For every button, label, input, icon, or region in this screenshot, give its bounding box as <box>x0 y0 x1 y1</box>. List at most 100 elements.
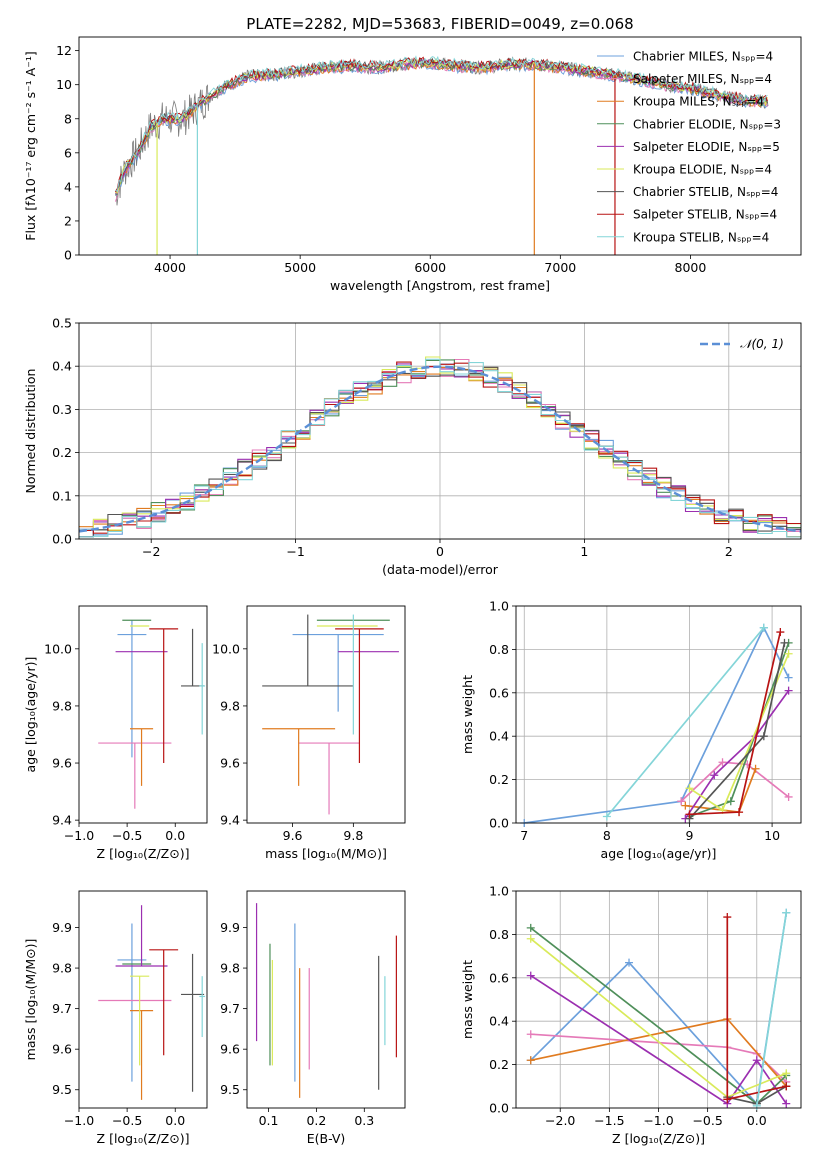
age-vs-Z-xlabel: Z [log₁₀(Z/Z⊙)] <box>97 846 190 861</box>
spectrum-xtick-label-1: 5000 <box>284 260 316 275</box>
massweight-vs-age-marker-2-2 <box>751 764 760 773</box>
spectrum-xtick-label-0: 4000 <box>154 260 186 275</box>
residuals-frame <box>78 322 802 540</box>
residuals-xlabel: (data-model)/error <box>382 562 499 577</box>
massweight-vs-age-series-4 <box>684 690 790 820</box>
age-vs-Z-ytick-label-0: 9.4 <box>52 813 72 828</box>
massweight-vs-Z-xtick-label-1: −1.5 <box>594 1113 624 1128</box>
spectrum-ytick-label-5: 10 <box>56 77 72 92</box>
spectrum-xtick-label-3: 7000 <box>544 260 576 275</box>
spectrum-legend-label-0: Chabrier MILES, Nₛₚₚ=4 <box>633 50 773 64</box>
residuals-xtick-label-1: −1 <box>286 544 304 559</box>
mass-vs-EBV-ytick-label-2: 9.7 <box>220 1001 240 1016</box>
massweight-vs-Z-marker-8-0 <box>752 1101 761 1110</box>
mass-vs-Z-ytick-label-4: 9.9 <box>52 920 72 935</box>
massweight-vs-age-series-5 <box>689 653 790 812</box>
massweight-vs-Z-marker-4-3 <box>782 1099 791 1108</box>
massweight-vs-Z-ytick-label-3: 0.6 <box>489 970 509 985</box>
residuals-xtick-label-3: 1 <box>580 544 588 559</box>
residuals-ytick-label-3: 0.3 <box>52 402 72 417</box>
massweight-vs-age-series-8 <box>606 627 765 818</box>
massweight-vs-age-marker-7-0 <box>685 810 694 819</box>
spectrum-ylabel: Flux [fλ10⁻¹⁷ erg cm⁻² s⁻¹ A⁻¹] <box>23 51 38 240</box>
massweight-vs-age-marker-5-0 <box>685 784 694 793</box>
spectrum-xtick-label-4: 8000 <box>675 260 707 275</box>
massweight-vs-age-marker-0-3 <box>784 673 793 682</box>
residuals-ytick-label-1: 0.1 <box>52 488 72 503</box>
residuals-ytick-label-4: 0.4 <box>52 359 72 374</box>
spectrum-xlabel: wavelength [Angstrom, rest frame] <box>330 278 550 293</box>
age-vs-mass-ytick-label-3: 10.0 <box>212 641 240 656</box>
mass-vs-EBV-ytick-label-3: 9.8 <box>220 961 240 976</box>
massweight-vs-age-ytick-label-3: 0.6 <box>489 685 509 700</box>
mass-vs-EBV-xtick-label-1: 0.2 <box>306 1113 326 1128</box>
spectrum-legend-label-2: Kroupa MILES, Nₛₚₚ=4 <box>633 95 764 109</box>
age-vs-Z-ytick-label-2: 9.8 <box>52 698 72 713</box>
age-vs-Z-xtick-label-1: −0.5 <box>112 828 142 843</box>
age-vs-Z-xtick-label-0: −1.0 <box>64 828 94 843</box>
massweight-vs-Z-marker-5-0 <box>526 934 535 943</box>
spectrum-title: PLATE=2282, MJD=53683, FIBERID=0049, z=0… <box>246 15 633 33</box>
residual-legend-label: 𝒩(0, 1) <box>740 337 784 351</box>
residual-histogram-6 <box>79 366 801 538</box>
massweight-vs-age-marker-6-1 <box>759 732 768 741</box>
spectrum-legend-label-3: Chabrier ELODIE, Nₛₚₚ=3 <box>633 117 781 131</box>
mass-vs-Z-ylabel: mass [log₁₀(M/M⊙)] <box>23 939 38 1061</box>
massweight-vs-age-marker-4-3 <box>784 686 793 695</box>
age-vs-Z-frame <box>78 605 208 824</box>
massweight-vs-age-marker-1-0 <box>677 797 686 806</box>
gaussian-curve <box>79 365 801 533</box>
massweight-vs-Z-marker-2-0 <box>526 1056 535 1065</box>
spectrum-ytick-label-2: 4 <box>64 179 72 194</box>
massweight-vs-age-ytick-label-2: 0.4 <box>489 729 509 744</box>
massweight-vs-age-marker-7-2 <box>776 628 785 637</box>
massweight-vs-age-marker-1-3 <box>784 792 793 801</box>
spectrum-frame <box>78 36 802 256</box>
massweight-vs-age-marker-3-1 <box>726 797 735 806</box>
massweight-vs-age-xtick-label-2: 9 <box>686 828 694 843</box>
mass-vs-Z-ytick-label-2: 9.7 <box>52 1001 72 1016</box>
mass-vs-Z-xtick-label-2: 0.0 <box>165 1113 185 1128</box>
massweight-vs-age-ytick-label-5: 1.0 <box>489 599 509 614</box>
residuals-xtick-label-4: 2 <box>725 544 733 559</box>
massweight-vs-age-marker-8-1 <box>759 623 768 632</box>
massweight-vs-Z-xlabel: Z [log₁₀(Z/Z⊙)] <box>612 1131 705 1146</box>
massweight-vs-age-ytick-label-1: 0.2 <box>489 772 509 787</box>
massweight-vs-Z-marker-3-0 <box>526 923 535 932</box>
massweight-vs-Z-series-8 <box>755 912 788 1106</box>
residuals-ytick-label-0: 0.0 <box>52 532 72 547</box>
massweight-vs-Z-xtick-label-0: −2.0 <box>545 1113 575 1128</box>
spectrum-legend-label-4: Salpeter ELODIE, Nₛₚₚ=5 <box>633 140 780 154</box>
spectrum-legend-label-8: Kroupa STELIB, Nₛₚₚ=4 <box>633 230 769 244</box>
age-vs-Z-ytick-label-3: 10.0 <box>44 641 72 656</box>
age-vs-mass-ytick-label-2: 9.8 <box>220 698 240 713</box>
residuals-xtick-label-0: −2 <box>142 544 160 559</box>
mass-vs-EBV-xtick-label-2: 0.3 <box>354 1113 374 1128</box>
massweight-vs-age-marker-1-1 <box>718 758 727 767</box>
residuals-ytick-label-5: 0.5 <box>52 316 72 331</box>
massweight-vs-Z-marker-4-2 <box>752 1056 761 1065</box>
mass-vs-EBV-frame <box>246 890 406 1109</box>
spectrum-ytick-label-4: 8 <box>64 111 72 126</box>
massweight-vs-age-marker-6-2 <box>780 638 789 647</box>
massweight-vs-Z-ytick-label-0: 0.0 <box>489 1101 509 1116</box>
age-vs-mass-xlabel: mass [log₁₀(M/M⊙)] <box>265 846 387 861</box>
massweight-vs-Z-marker-5-2 <box>782 1069 791 1078</box>
mass-vs-EBV-ytick-label-4: 9.9 <box>220 920 240 935</box>
residuals-ylabel: Normed distribution <box>23 369 38 494</box>
mass-vs-Z-ytick-label-0: 9.5 <box>52 1082 72 1097</box>
massweight-vs-age-marker-7-1 <box>735 808 744 817</box>
massweight-vs-Z-ytick-label-4: 0.8 <box>489 927 509 942</box>
age-vs-Z-xtick-label-2: 0.0 <box>165 828 185 843</box>
massweight-vs-age-ytick-label-0: 0.0 <box>489 816 509 831</box>
massweight-vs-Z-series-1 <box>530 1033 787 1083</box>
massweight-vs-Z-ytick-label-1: 0.2 <box>489 1057 509 1072</box>
mass-vs-EBV-xlabel: E(B-V) <box>307 1131 346 1146</box>
mass-vs-Z-xlabel: Z [log₁₀(Z/Z⊙)] <box>97 1131 190 1146</box>
massweight-vs-Z-xtick-label-2: −1.0 <box>643 1113 673 1128</box>
mass-vs-Z-ytick-label-3: 9.8 <box>52 961 72 976</box>
massweight-vs-age-series-0 <box>524 625 790 823</box>
massweight-vs-Z-xtick-label-3: −0.5 <box>692 1113 722 1128</box>
age-vs-Z-ylabel: age [log₁₀(age/yr)] <box>23 657 38 773</box>
massweight-vs-Z-frame <box>515 890 802 1109</box>
